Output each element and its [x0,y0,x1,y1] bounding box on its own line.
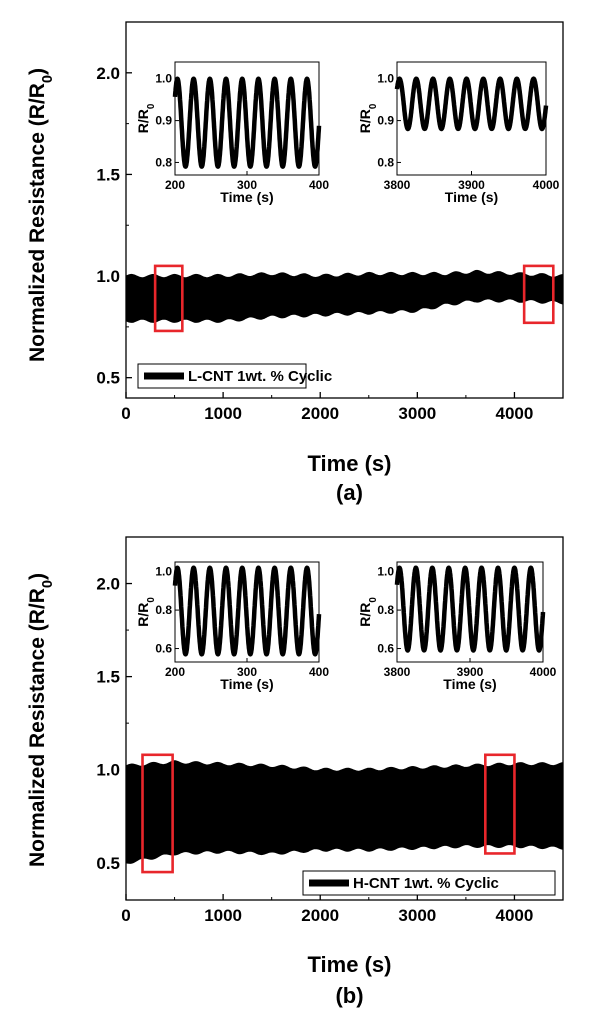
inset-x-axis-title: Time (s) [445,189,498,205]
panel-b: 0 1000 2000 3000 4000 0.5 1.0 1.5 2.0 Time (s) Nor… [26,536,564,1008]
x-tick-label: 2000 [301,404,339,423]
inset-y-tick-label: 0.6 [377,642,394,656]
inset-2: 3800 3900 4000 0.8 0.9 1.0 Time (s) R/R0 [357,61,560,205]
inset-x-tick-label: 4000 [530,665,557,679]
inset-y-tick-label: 1.0 [155,565,172,579]
inset-x-tick-label: 300 [237,178,257,192]
inset-y-axis-title: R/R0 [357,103,379,133]
inset-y-axis-title: R/R0 [135,103,157,133]
inset-y-tick-label: 0.6 [155,642,172,656]
inset-y-tick-label: 1.0 [377,72,394,86]
inset-x-tick-label: 3900 [458,178,485,192]
inset-1: 200 300 400 0.6 0.8 1.0 Time (s) R/R0 [135,561,329,692]
inset-data-line [172,76,322,169]
inset-x-axis-title: Time (s) [443,676,496,692]
panel-label: (a) [336,480,363,505]
legend-label: H-CNT 1wt. % Cyclic [353,875,499,892]
inset-y-tick-label: 0.8 [155,603,172,617]
panel-a: 0 1000 2000 3000 4000 0.5 1.0 1.5 2.0 Time (s) Nor… [26,21,564,505]
inset-y-tick-label: 0.8 [377,155,394,169]
plot-frame [125,21,564,399]
highlight-box-2 [522,264,555,325]
legend: H-CNT 1wt. % Cyclic [302,870,556,896]
inset-y-tick-label: 1.0 [155,72,172,86]
x-tick-label: 0 [121,906,130,925]
x-tick-label: 4000 [496,906,534,925]
inset-y-tick-label: 0.8 [155,155,172,169]
x-tick-label: 4000 [496,404,534,423]
y-tick-label: 1.0 [96,267,120,286]
plot-frame [125,536,564,901]
y-axis-title: Normalized Resistance (R/R0) [26,68,56,362]
inset-x-tick-label: 4000 [533,178,560,192]
x-axis-title: Time (s) [308,952,392,977]
inset-x-tick-label: 3800 [384,665,411,679]
inset-y-tick-label: 0.9 [377,114,394,128]
inset-x-tick-label: 400 [309,178,329,192]
inset-y-tick-label: 0.8 [377,603,394,617]
inset-x-tick-label: 300 [237,665,257,679]
data-series-band [125,269,564,323]
x-tick-label: 2000 [301,906,339,925]
panel-label: (b) [335,983,363,1008]
inset-data-line [394,76,549,132]
inset-x-tick-label: 3800 [384,178,411,192]
inset-1: 200 300 400 0.8 0.9 1.0 Time (s) R/R0 [135,61,329,205]
y-tick-label: 1.5 [96,668,120,687]
inset-x-axis-title: Time (s) [220,676,273,692]
x-axis-title: Time (s) [308,451,392,476]
inset-2: 3800 3900 4000 0.6 0.8 1.0 Time (s) R/R0 [357,561,557,692]
inset-x-tick-label: 200 [165,178,185,192]
x-tick-label: 3000 [398,404,436,423]
y-tick-label: 0.5 [96,854,120,873]
highlight-box-1 [141,753,174,874]
inset-x-tick-label: 200 [165,665,185,679]
y-tick-label: 2.0 [96,575,120,594]
x-tick-label: 1000 [204,906,242,925]
inset-x-tick-label: 3900 [457,665,484,679]
inset-y-tick-label: 0.9 [155,114,172,128]
highlight-box-1 [153,264,184,333]
x-tick-label: 1000 [204,404,242,423]
inset-y-axis-title: R/R0 [135,597,157,627]
inset-x-tick-label: 400 [309,665,329,679]
x-tick-label: 3000 [398,906,436,925]
inset-data-line [172,565,322,657]
y-tick-label: 0.5 [96,369,120,388]
y-tick-label: 2.0 [96,64,120,83]
x-tick-label: 0 [121,404,130,423]
inset-data-line [394,565,546,653]
inset-x-axis-title: Time (s) [220,189,273,205]
data-series-band [125,760,564,864]
legend: L-CNT 1wt. % Cyclic [137,363,332,389]
inset-y-axis-title: R/R0 [357,597,379,627]
highlight-box-2 [484,753,516,855]
y-axis-title: Normalized Resistance (R/R0) [26,573,56,867]
inset-y-tick-label: 1.0 [377,565,394,579]
y-tick-label: 1.0 [96,761,120,780]
legend-label: L-CNT 1wt. % Cyclic [188,368,332,385]
y-tick-label: 1.5 [96,165,120,184]
